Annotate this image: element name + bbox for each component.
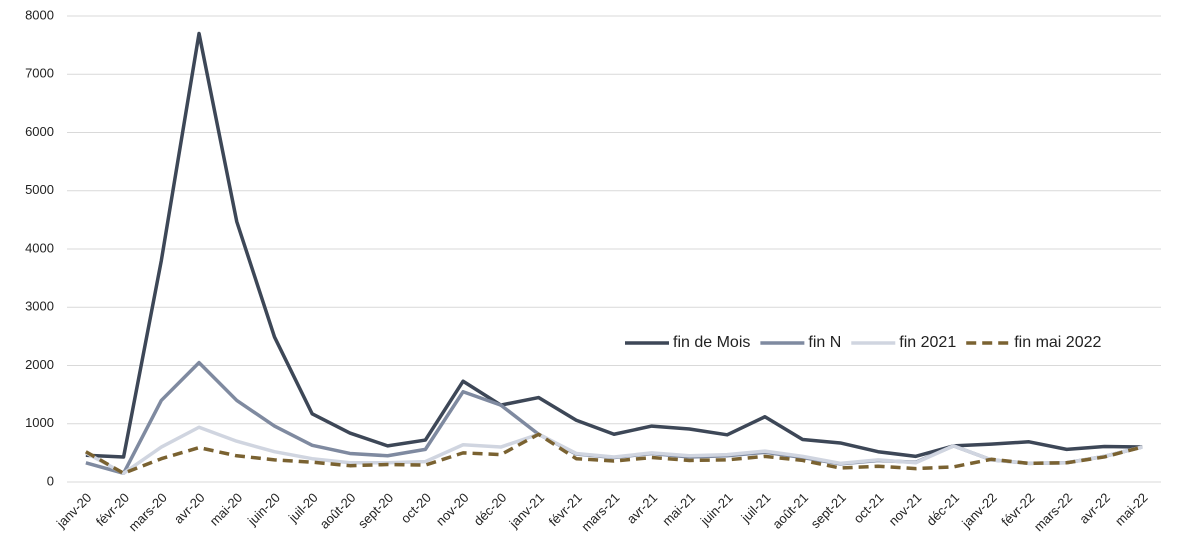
x-tick-label: mai-20 (207, 490, 246, 529)
x-tick-label: août-20 (317, 490, 359, 532)
line-series (84, 432, 1143, 476)
x-tick-label: mars-22 (1031, 490, 1075, 534)
x-tick-label: mars-20 (126, 490, 170, 534)
x-tick-label: sept-21 (808, 490, 849, 531)
x-tick-label: janv-21 (506, 490, 547, 531)
x-tick-label: oct-20 (398, 490, 434, 526)
x-tick-label: nov-21 (886, 490, 925, 529)
x-tick-label: juin-21 (697, 490, 736, 529)
legend-label: fin 2021 (899, 334, 956, 351)
x-tick-label: janv-22 (958, 490, 999, 531)
x-tick-label: juil-20 (285, 490, 321, 526)
y-tick-label: 5000 (25, 182, 54, 197)
line-series (85, 425, 1143, 476)
x-tick-label: mai-21 (659, 490, 698, 529)
y-tick-label: 6000 (25, 124, 54, 139)
x-tick-label: nov-20 (433, 490, 472, 529)
y-tick-label: 1000 (25, 415, 54, 430)
y-tick-label: 4000 (25, 240, 54, 255)
x-tick-label: déc-20 (471, 490, 510, 529)
x-tick-label: août-21 (769, 490, 811, 532)
x-tick-label: juil-21 (738, 490, 774, 526)
x-tick-label: déc-21 (923, 490, 962, 529)
legend-label: fin de Mois (673, 334, 750, 351)
y-tick-label: 7000 (25, 66, 54, 81)
y-tick-label: 2000 (25, 357, 54, 372)
x-tick-label: mars-21 (578, 490, 622, 534)
x-tick-label: oct-21 (850, 490, 886, 526)
x-tick-label: avr-20 (171, 490, 208, 527)
y-tick-label: 3000 (25, 299, 54, 314)
y-tick-label: 8000 (25, 7, 54, 22)
x-tick-label: avr-22 (1076, 490, 1113, 527)
line-series (85, 31, 1143, 459)
legend-label: fin mai 2022 (1014, 334, 1101, 351)
x-tick-label: sept-20 (355, 490, 396, 531)
x-tick-label: avr-21 (624, 490, 661, 527)
x-tick-label: janv-20 (53, 490, 94, 531)
x-tick-label: mai-22 (1112, 490, 1151, 529)
legend-label: fin N (808, 334, 841, 351)
x-tick-label: juin-20 (244, 490, 283, 529)
y-tick-label: 0 (47, 473, 54, 488)
